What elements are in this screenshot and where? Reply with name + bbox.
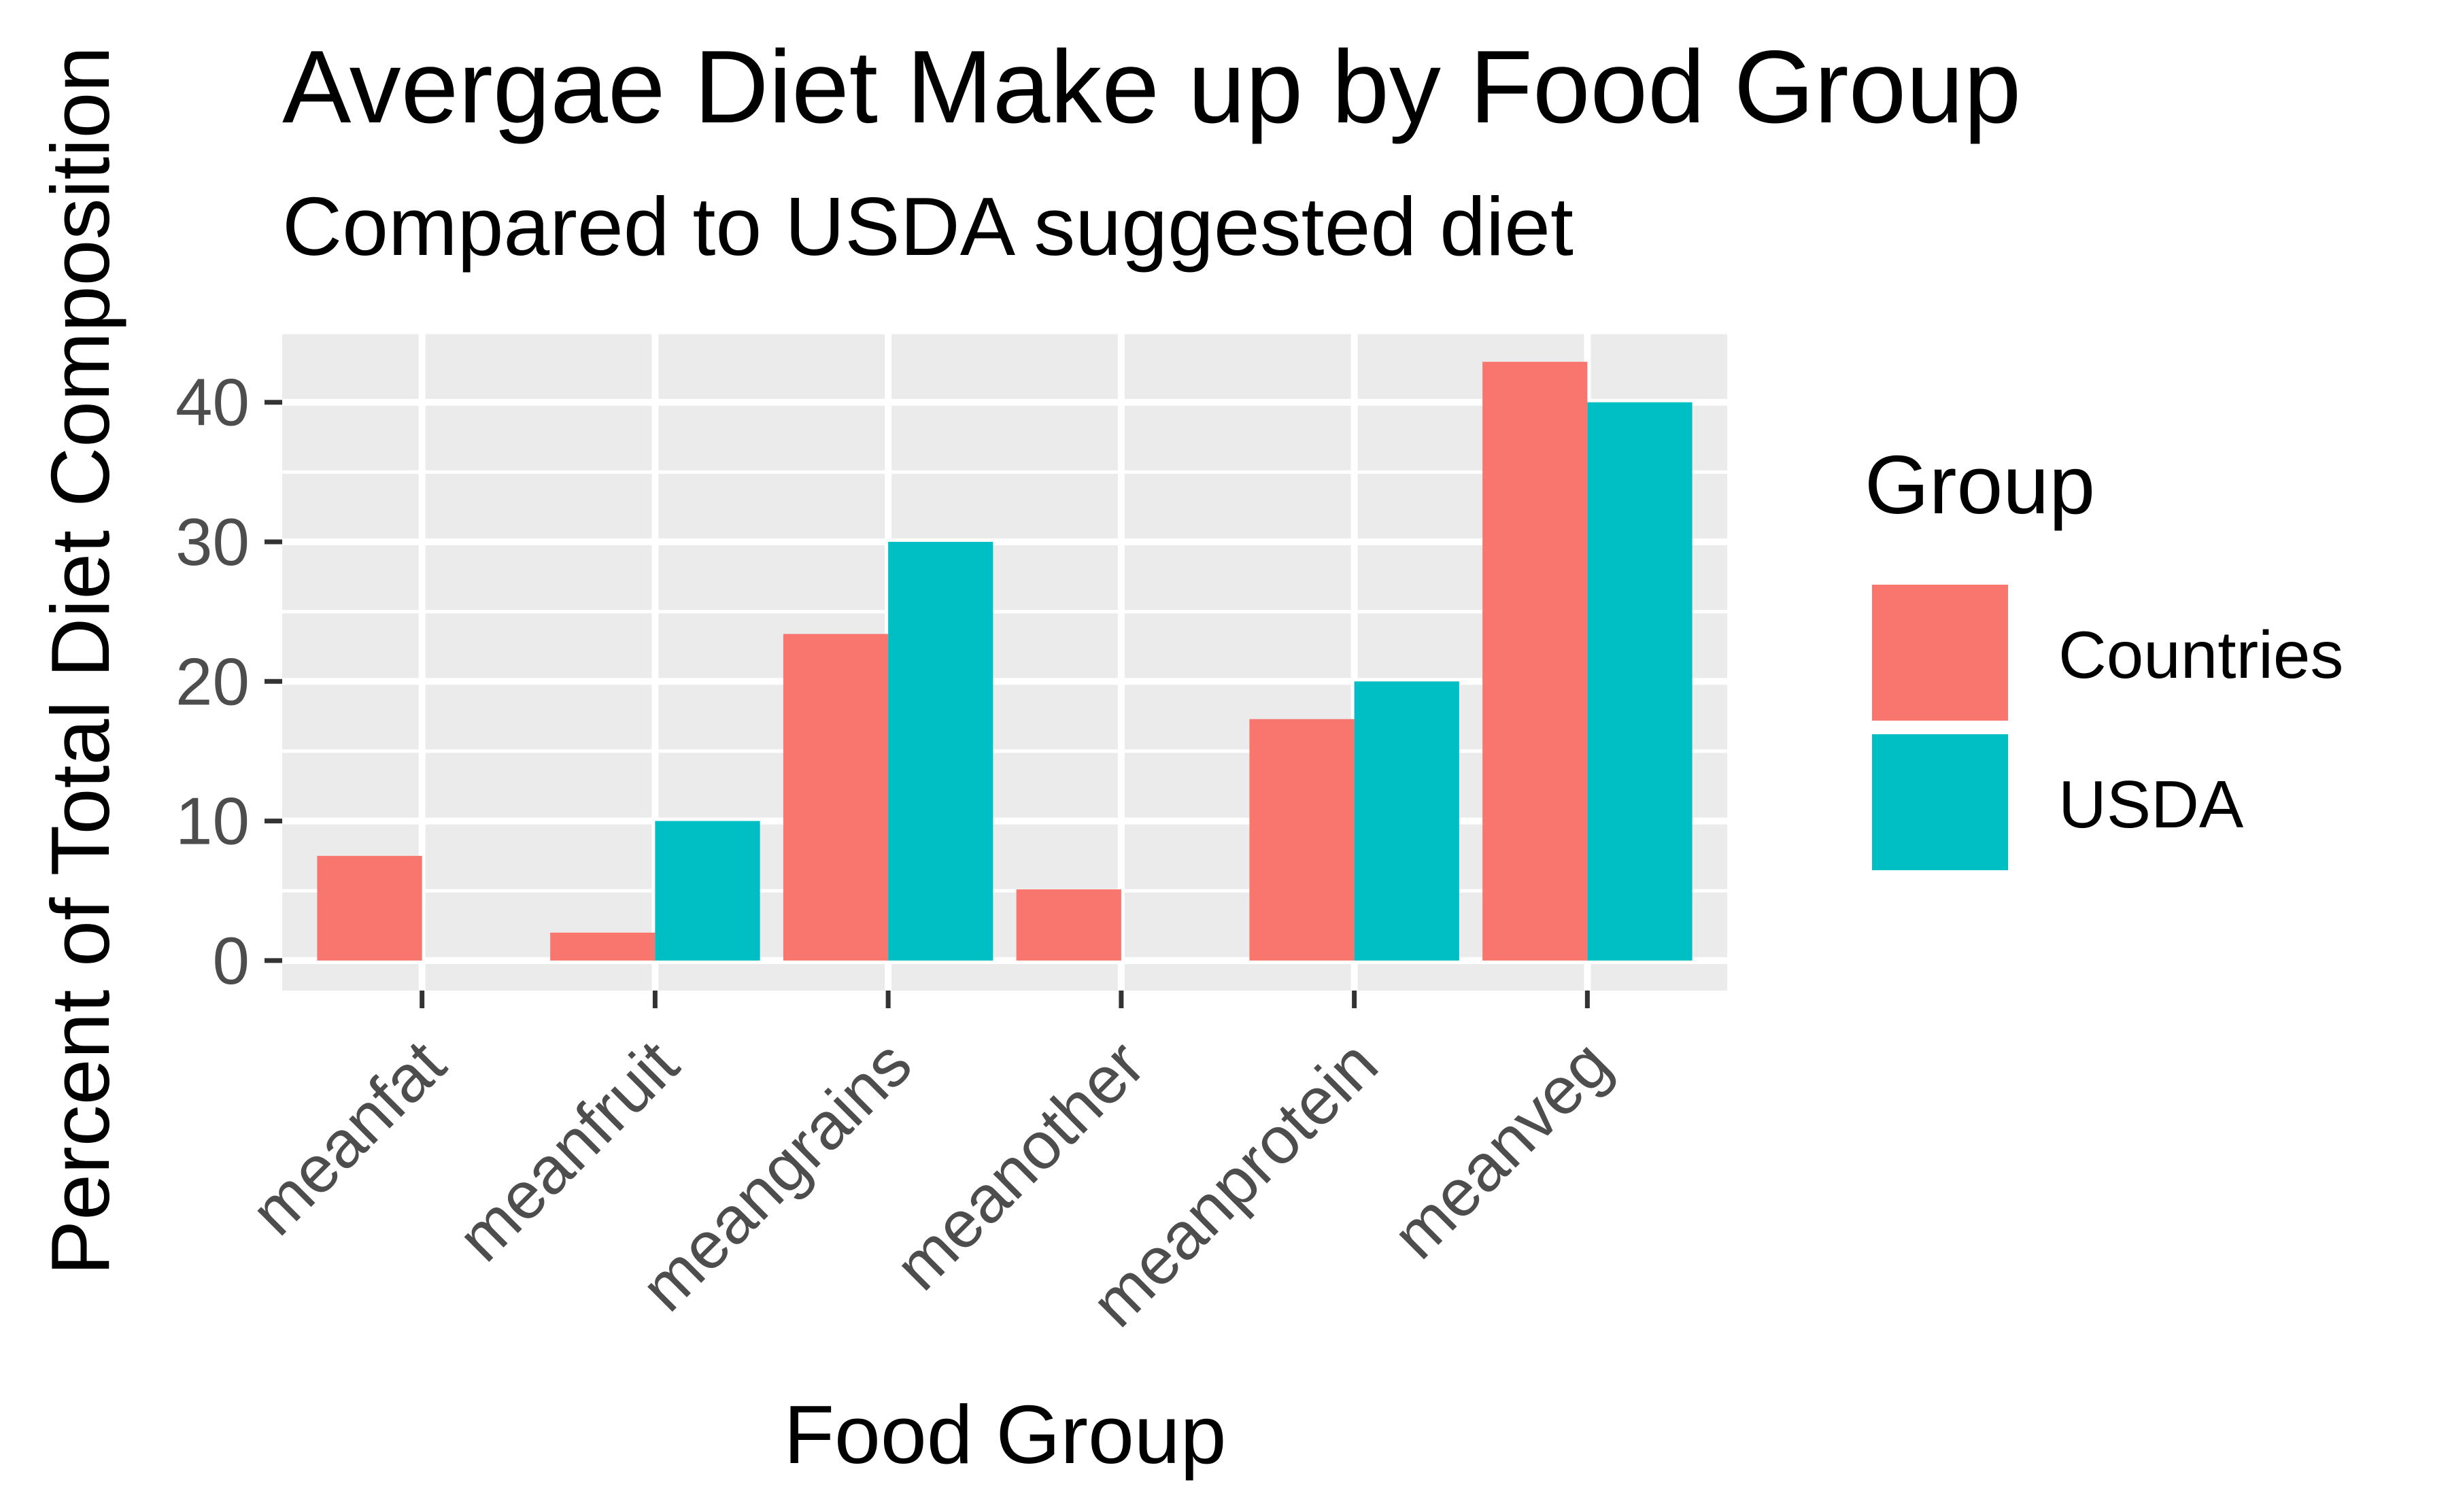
y-tick-label: 10	[175, 784, 250, 859]
y-tick-label: 40	[175, 365, 250, 440]
y-tick-label: 0	[212, 923, 250, 998]
bar-countries-meanfruit	[550, 932, 656, 961]
legend-key-countries	[1865, 578, 2015, 727]
y-axis-title: Percent of Total Diet Composition	[34, 46, 126, 1275]
bar-countries-meanprotein	[1249, 719, 1355, 961]
legend-label-usda: USDA	[2058, 767, 2244, 842]
x-axis: meanfatmeanfruitmeangrainsmeanothermeanp…	[236, 991, 1625, 1341]
bars	[317, 362, 1693, 961]
y-axis: 0 10 20 30 40	[175, 365, 282, 998]
legend: Group Countries USDA	[1865, 439, 2343, 877]
bar-usda-meanprotein	[1354, 681, 1459, 961]
chart-subtitle: Compared to USDA suggested diet	[282, 180, 1574, 273]
bar-countries-meanother	[1016, 889, 1121, 961]
bar-countries-meanfat	[317, 855, 422, 961]
bar-usda-meanveg	[1587, 402, 1693, 961]
bar-countries-meangrains	[783, 634, 889, 961]
x-tick-label-meanfat: meanfat	[236, 1026, 459, 1249]
x-axis-title: Food Group	[783, 1388, 1226, 1481]
legend-title: Group	[1865, 439, 2095, 531]
legend-key-usda	[1865, 727, 2015, 877]
y-tick-label: 30	[175, 504, 250, 579]
x-tick-label-meanfruit: meanfruit	[443, 1026, 693, 1275]
chart-title: Avergae Diet Make up by Food Group	[282, 29, 2021, 145]
y-tick-label: 20	[175, 644, 250, 719]
x-tick-label-meanveg: meanveg	[1378, 1026, 1625, 1273]
bar-usda-meanfruit	[655, 821, 760, 961]
legend-label-countries: Countries	[2058, 617, 2343, 692]
bar-countries-meanveg	[1482, 362, 1588, 961]
bar-usda-meangrains	[888, 541, 993, 961]
